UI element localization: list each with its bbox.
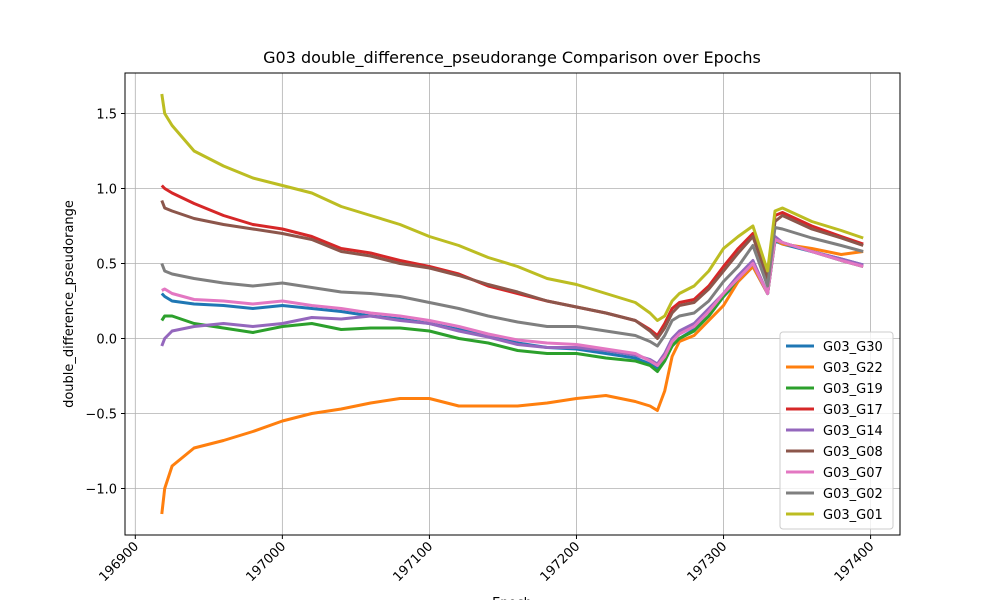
legend-label: G03_G14: [823, 424, 883, 439]
y-tick-label: −0.5: [85, 408, 117, 423]
legend-label: G03_G17: [823, 403, 883, 418]
x-tick-label: 197400: [832, 539, 878, 585]
x-tick-label: 196900: [96, 539, 142, 585]
legend-label: G03_G08: [823, 445, 883, 460]
y-tick-label: 0.5: [96, 258, 117, 273]
y-tick-label: 0.0: [96, 333, 117, 348]
legend-label: G03_G02: [823, 487, 883, 502]
legend-label: G03_G07: [823, 466, 883, 481]
y-tick-label: 1.0: [96, 183, 117, 198]
y-tick-label: 1.5: [96, 108, 117, 123]
series-line: [160, 238, 864, 515]
chart-title: G03 double_difference_pseudorange Compar…: [263, 48, 761, 68]
y-tick-label: −1.0: [85, 483, 117, 498]
x-tick-label: 197000: [243, 539, 289, 585]
legend-box: [779, 331, 894, 530]
y-axis-label: double_difference_pseudorange: [62, 200, 77, 408]
legend-label: G03_G30: [823, 340, 883, 355]
legend-label: G03_G01: [823, 508, 883, 523]
series-line: [160, 226, 864, 348]
x-tick-label: 197300: [685, 539, 731, 585]
plot-frame: [124, 72, 901, 536]
series-line: [160, 199, 864, 340]
legend-label: G03_G19: [823, 382, 883, 397]
series-line: [161, 238, 864, 367]
x-tick-label: 197200: [538, 539, 584, 585]
series-line: [160, 93, 864, 322]
x-tick-label: 197100: [391, 539, 437, 585]
x-axis-label: Epoch: [492, 596, 532, 600]
legend-label: G03_G22: [823, 361, 883, 376]
